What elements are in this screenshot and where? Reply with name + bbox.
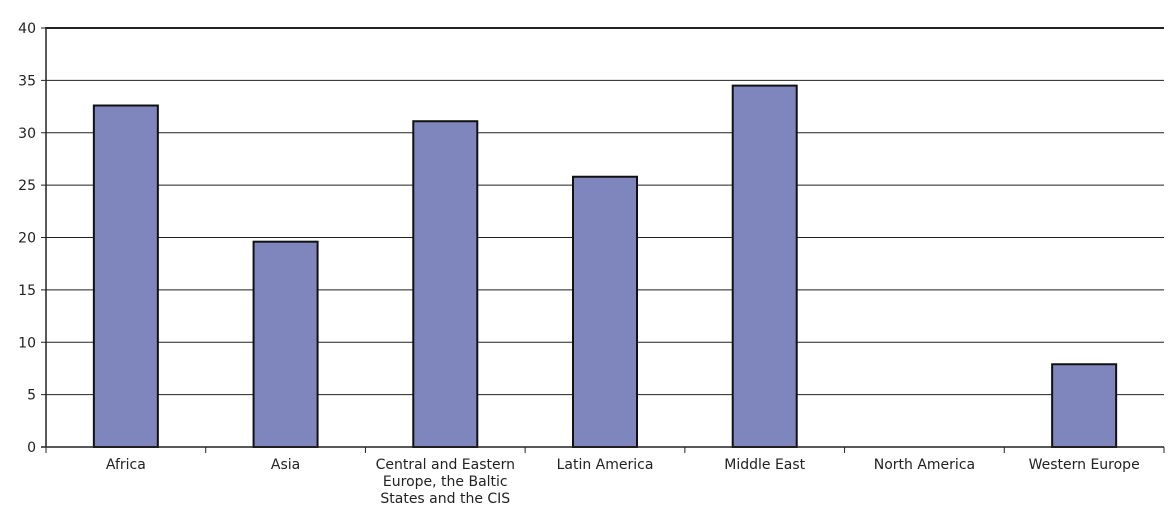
y-tick-label: 10 (18, 335, 36, 351)
x-tick-label-line: North America (874, 457, 975, 473)
bar (1051, 363, 1118, 448)
x-tick-label-line: Africa (106, 457, 146, 473)
x-tick-label: North America (874, 457, 975, 473)
y-tick-label: 15 (18, 283, 36, 299)
bar (412, 120, 479, 448)
bar (92, 104, 159, 448)
y-tick-label: 25 (18, 178, 36, 194)
x-tick-label: Western Europe (1029, 457, 1140, 473)
x-tick-label-line: States and the CIS (380, 491, 510, 507)
axes (41, 27, 1165, 453)
x-tick-label: Central and Eastern Europe, the Baltic Sta… (376, 457, 515, 507)
x-tick-label: Latin America (557, 457, 654, 473)
y-tick-label: 0 (27, 440, 36, 456)
y-tick-label: 30 (18, 126, 36, 142)
x-tick-label-line: Central and Eastern (376, 457, 515, 473)
x-tick-label-line: Europe, the Baltic (383, 474, 508, 490)
labels: 0 5 10 15 20 25 30 35 40 Africa Asia Central and Ea… (18, 21, 1140, 507)
y-tick-label: 40 (18, 21, 36, 37)
bar (252, 240, 319, 448)
bars (92, 84, 1118, 449)
x-tick-label-line: Western Europe (1029, 457, 1140, 473)
y-tick-label: 35 (18, 73, 36, 89)
x-tick-label-line: Asia (271, 457, 300, 473)
x-tick-label-line: Middle East (724, 457, 805, 473)
x-tick-label: Middle East (724, 457, 805, 473)
y-tick-label: 5 (27, 388, 36, 404)
x-tick-label-line: Latin America (557, 457, 654, 473)
x-tick-label: Africa (106, 457, 146, 473)
bar (731, 84, 798, 449)
bar (572, 175, 638, 448)
x-tick-label: Asia (271, 457, 300, 473)
y-tick-label: 20 (18, 231, 36, 247)
